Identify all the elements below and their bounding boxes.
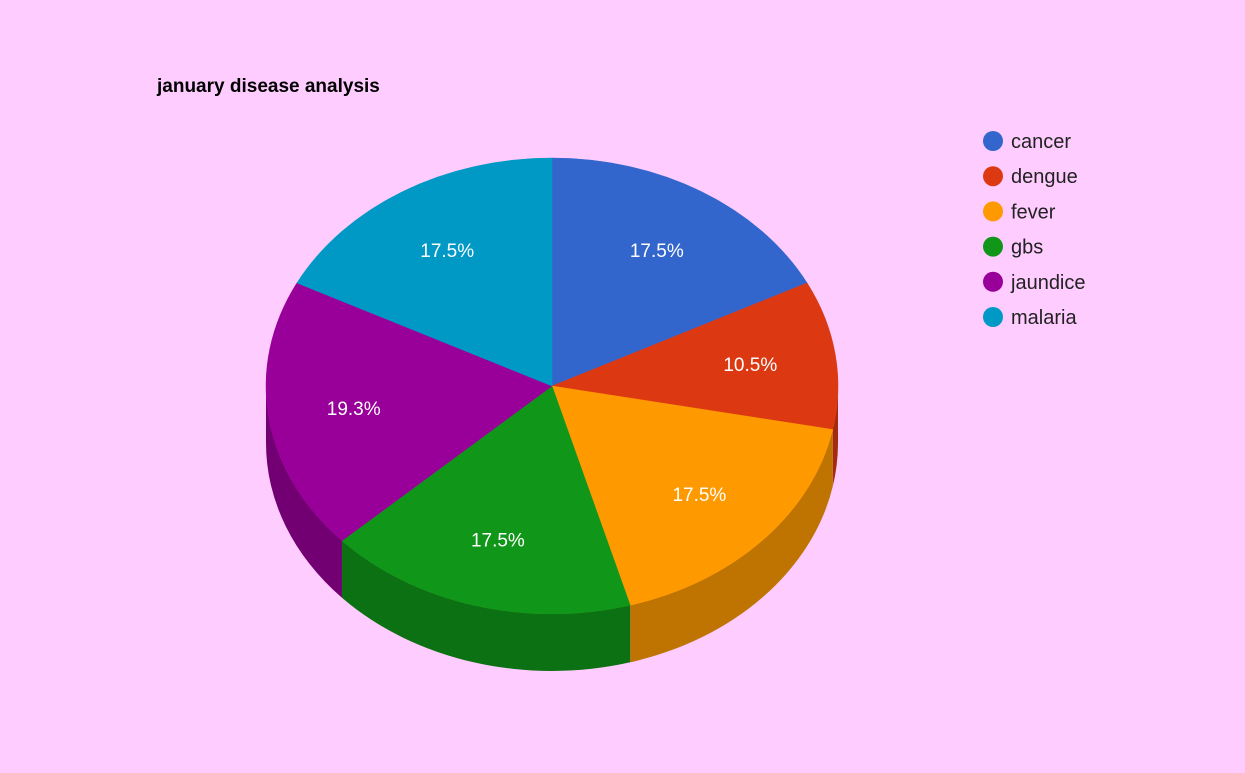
pie-slice-jaundice[interactable]: [265, 282, 553, 542]
slice-label-dengue: 10.5%: [723, 355, 777, 376]
pie-side-fever: [630, 429, 833, 663]
legend-item-gbs[interactable]: gbs: [983, 236, 1043, 259]
legend-swatch-jaundice: [983, 271, 1003, 292]
legend-item-cancer[interactable]: cancer: [983, 131, 1071, 153]
slice-label-gbs: 17.5%: [471, 531, 525, 552]
legend-swatch-cancer: [983, 131, 1003, 151]
legend-label-cancer: cancer: [1011, 131, 1071, 153]
legend-item-jaundice[interactable]: jaundice: [983, 271, 1086, 294]
pie-side-jaundice: [266, 386, 342, 598]
legend-swatch-dengue: [983, 166, 1003, 187]
legend-swatch-fever: [983, 201, 1003, 222]
pie-side-dengue: [832, 386, 839, 487]
legend-label-jaundice: jaundice: [1010, 272, 1086, 294]
pie-slice-cancer[interactable]: [551, 157, 808, 387]
pie-slice-fever[interactable]: [551, 385, 834, 606]
legend: cancer dengue fever gbs jaundice malaria: [983, 131, 1086, 329]
legend-label-dengue: dengue: [1011, 166, 1078, 188]
legend-item-dengue[interactable]: dengue: [983, 166, 1078, 188]
chart-title: january disease analysis: [156, 76, 380, 97]
pie-slice-gbs[interactable]: [341, 385, 631, 615]
legend-swatch-gbs: [983, 236, 1003, 257]
slice-label-fever: 17.5%: [672, 485, 726, 506]
pie-slice-malaria[interactable]: [296, 157, 553, 387]
legend-label-malaria: malaria: [1011, 307, 1077, 329]
legend-label-gbs: gbs: [1011, 237, 1043, 259]
pie-side-gbs: [341, 540, 631, 672]
pie-labels: 17.5% 10.5% 17.5% 17.5% 19.3% 17.5%: [327, 241, 778, 552]
legend-item-malaria[interactable]: malaria: [983, 307, 1077, 329]
slice-label-cancer: 17.5%: [630, 241, 684, 262]
legend-swatch-malaria: [983, 307, 1003, 327]
pie-tops: [265, 157, 839, 615]
pie-slice-dengue[interactable]: [551, 282, 839, 430]
slice-label-jaundice: 19.3%: [327, 399, 381, 420]
legend-item-fever[interactable]: fever: [983, 201, 1056, 223]
legend-label-fever: fever: [1011, 201, 1056, 223]
slice-label-malaria: 17.5%: [420, 241, 474, 262]
pie-sides: [266, 386, 839, 672]
